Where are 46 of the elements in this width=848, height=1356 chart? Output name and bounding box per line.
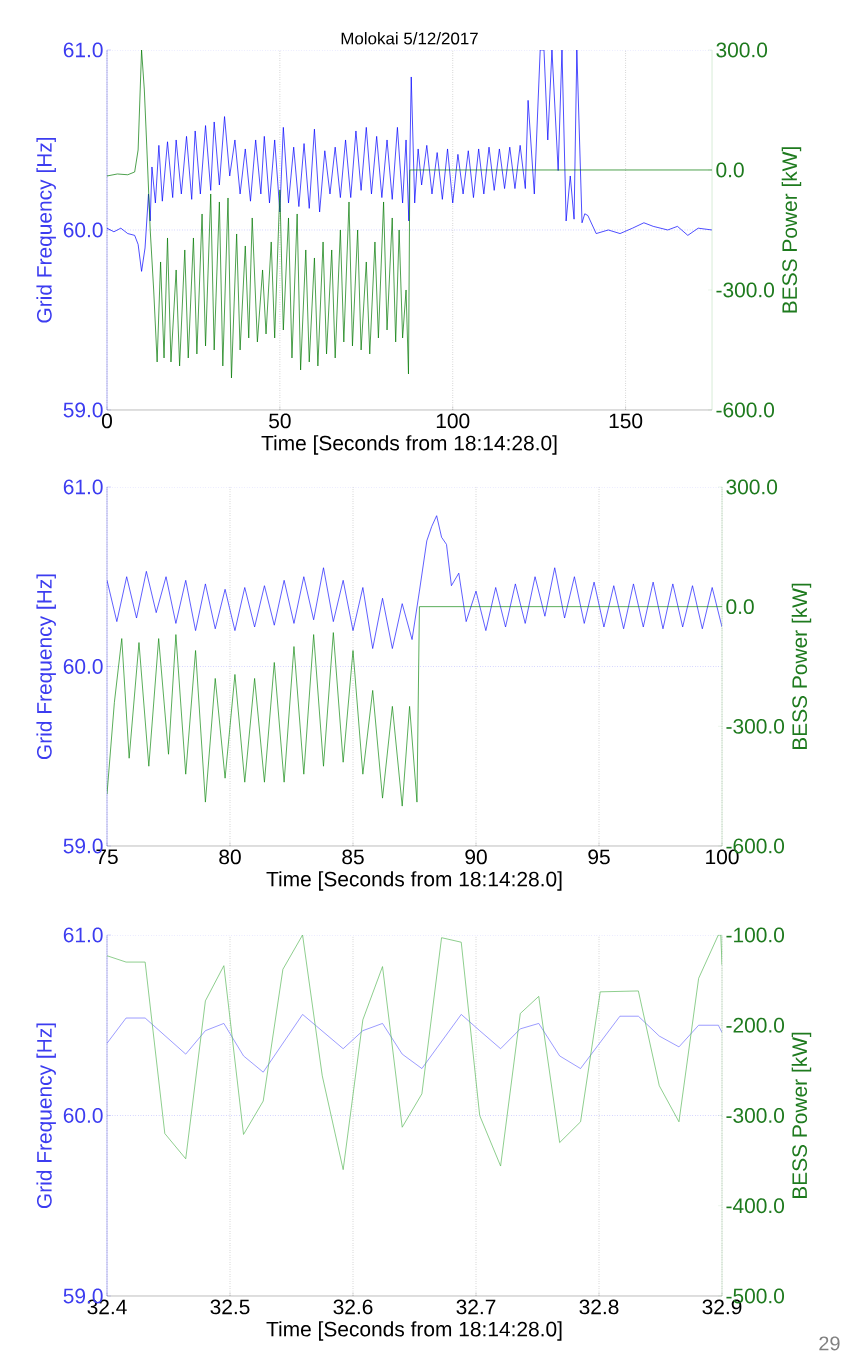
x-tick-label: 32.7 xyxy=(456,1299,496,1315)
y-tick-label: 61.0 xyxy=(63,42,103,58)
y2-tick-label: 300.0 xyxy=(716,42,768,58)
y2-tick-label: -300.0 xyxy=(726,718,785,734)
x-tick-label: 95 xyxy=(588,849,610,865)
y2-tick-label: -300.0 xyxy=(726,1108,785,1123)
y2-tick-label: -100.0 xyxy=(726,927,785,943)
line-series xyxy=(107,515,723,649)
line-series xyxy=(107,49,713,272)
y2-tick-label: -600.0 xyxy=(716,402,775,418)
x-axis-title: Time [Seconds from 18:14:28.0] xyxy=(266,871,562,891)
y2-tick-label: -400.0 xyxy=(726,1198,785,1214)
x-tick-label: 80 xyxy=(219,849,241,865)
y2-tick-label: -200.0 xyxy=(726,1017,785,1033)
y2-axis-title: BESS Power [kW] xyxy=(781,147,802,313)
x-tick-label: 32.5 xyxy=(210,1299,250,1315)
chart-title: Molokai 5/12/2017 xyxy=(341,32,478,45)
y2-axis-title: BESS Power [kW] xyxy=(791,1032,812,1199)
y-tick-label: 60.0 xyxy=(63,1108,103,1123)
x-tick-label: 0 xyxy=(102,413,112,429)
y2-tick-label: 0.0 xyxy=(716,162,744,178)
line-series xyxy=(107,1014,723,1073)
y2-tick-label: 300.0 xyxy=(726,479,778,495)
line-series xyxy=(107,606,723,807)
x-axis-title: Time [Seconds from 18:14:28.0] xyxy=(266,1321,562,1341)
y-tick-label: 59.0 xyxy=(63,402,103,418)
x-tick-label: 100 xyxy=(436,413,470,429)
y-axis-title: Grid Frequency [Hz] xyxy=(36,1023,56,1209)
x-tick-label: 32.6 xyxy=(333,1299,373,1315)
y-axis-title: Grid Frequency [Hz] xyxy=(36,574,56,760)
y-axis-title: Grid Frequency [Hz] xyxy=(36,137,56,323)
x-tick-label: 50 xyxy=(269,413,291,429)
x-tick-label: 150 xyxy=(609,413,643,429)
y-tick-label: 61.0 xyxy=(63,927,103,943)
y2-tick-label: -300.0 xyxy=(716,282,775,298)
x-tick-label: 32.8 xyxy=(579,1299,619,1315)
line-series xyxy=(107,934,723,1170)
y2-tick-label: 0.0 xyxy=(726,599,754,615)
x-tick-label: 85 xyxy=(342,849,364,865)
x-axis-title: Time [Seconds from 18:14:28.0] xyxy=(261,435,557,455)
text: 29 xyxy=(819,1336,840,1351)
y-tick-label: 60.0 xyxy=(63,659,103,674)
x-tick-label: 90 xyxy=(465,849,487,865)
y-tick-label: 60.0 xyxy=(63,222,103,238)
y-tick-label: 61.0 xyxy=(63,479,103,495)
y2-axis-title: BESS Power [kW] xyxy=(791,583,812,750)
